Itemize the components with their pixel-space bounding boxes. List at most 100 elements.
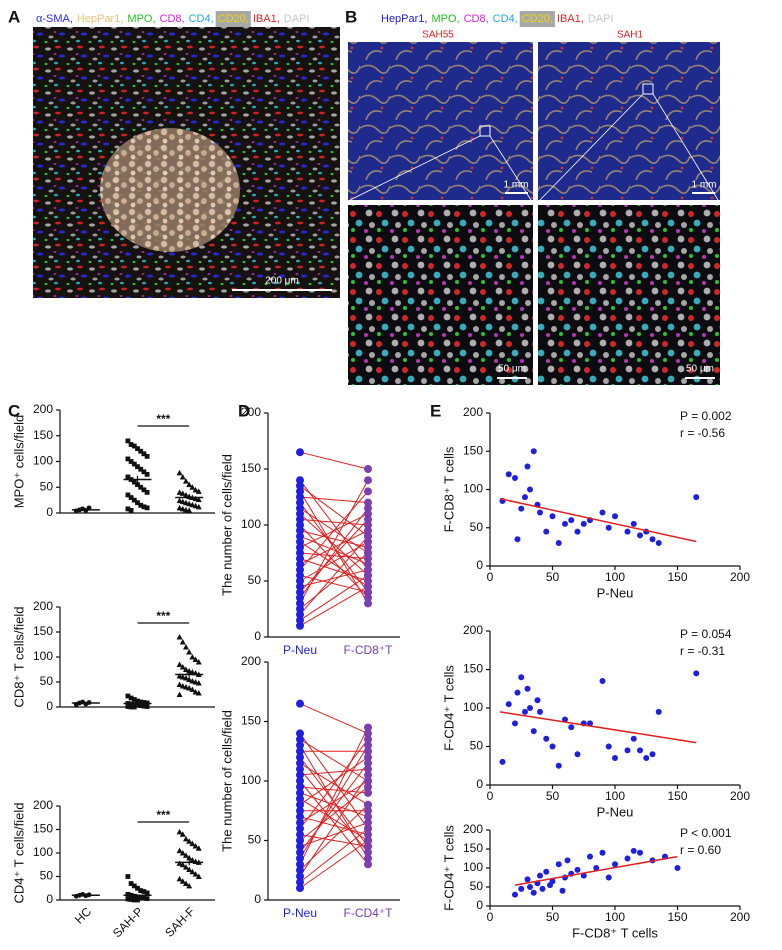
dot: [649, 751, 656, 758]
dot: [125, 693, 131, 699]
overview-micrograph: [348, 42, 533, 200]
dot: [364, 599, 372, 608]
dot: [179, 831, 186, 837]
dot: [135, 464, 140, 470]
dot: [693, 494, 700, 501]
dot: [189, 868, 196, 875]
dot: [693, 670, 700, 677]
dot: [296, 537, 304, 546]
significance-label: ***: [156, 609, 170, 623]
y-tick-label: 100: [463, 482, 483, 496]
dot: [189, 686, 196, 692]
dot: [179, 861, 186, 868]
dot: [189, 484, 196, 490]
dot: [182, 864, 189, 870]
pair-line: [299, 768, 369, 776]
y-axis-label: F-CD4⁺ T cells: [441, 665, 456, 751]
dot: [144, 453, 150, 459]
dot: [296, 800, 304, 809]
dot: [186, 882, 193, 889]
dot: [182, 499, 189, 506]
dot: [186, 500, 193, 507]
dot: [364, 532, 372, 541]
dot: [364, 747, 372, 756]
pair-line: [299, 574, 369, 593]
dot: [612, 513, 618, 520]
dot: [141, 469, 147, 475]
dot: [514, 689, 521, 696]
stat-annotation: r = 0.60: [680, 843, 721, 857]
dot: [144, 490, 150, 495]
dot: [364, 509, 372, 518]
dot: [364, 521, 372, 529]
dot: [605, 743, 612, 750]
dot: [296, 599, 304, 608]
dot: [534, 697, 541, 704]
dot: [574, 751, 581, 758]
legend-item: IBA1,: [253, 13, 280, 25]
x-tick-label: 50: [546, 910, 560, 924]
dot: [364, 588, 372, 597]
dot: [364, 753, 372, 762]
x-tick-label: 100: [605, 570, 625, 584]
dot: [296, 487, 304, 496]
legend-item: MPO,: [431, 13, 459, 25]
dot: [131, 704, 137, 710]
dot: [364, 830, 372, 839]
sample-label: SAH55: [422, 30, 454, 41]
dot: [296, 515, 304, 524]
dot: [555, 861, 562, 868]
dot: [189, 857, 196, 863]
y-tick-label: 100: [33, 649, 53, 663]
dot: [296, 549, 304, 557]
dot: [296, 812, 304, 821]
dot: [125, 896, 131, 902]
dot: [543, 868, 550, 875]
dot: [141, 451, 147, 457]
regression-line: [499, 711, 697, 744]
y-tick-label: 50: [470, 879, 484, 893]
dot: [195, 845, 202, 851]
y-tick-label: 50: [40, 479, 54, 493]
dot: [131, 893, 137, 899]
dot: [364, 771, 372, 780]
dot: [186, 685, 193, 691]
y-tick-label: 100: [241, 773, 261, 787]
dot: [182, 675, 189, 681]
dot: [518, 885, 525, 892]
x-tick-label: 50: [546, 570, 560, 584]
dot: [364, 515, 372, 524]
pair-line: [299, 451, 369, 470]
dot: [364, 777, 372, 785]
dot: [624, 747, 631, 754]
dot: [138, 895, 144, 901]
panel-label: D: [238, 401, 250, 420]
x-tick-label: SAH-F: [162, 904, 197, 939]
dot: [296, 842, 304, 851]
dot: [296, 554, 304, 563]
y-axis-label: The number of cells/field: [219, 454, 234, 596]
pair-line: [299, 541, 369, 588]
dot: [186, 866, 193, 872]
dot: [587, 853, 593, 860]
dot: [189, 654, 196, 660]
dot: [176, 681, 183, 687]
y-tick-label: 100: [241, 517, 261, 531]
significance-label: ***: [156, 808, 170, 822]
y-tick-label: 150: [33, 428, 53, 442]
dot: [518, 505, 525, 512]
dot: [296, 565, 304, 574]
dot: [182, 835, 189, 842]
dot: [186, 854, 193, 861]
dot: [296, 872, 304, 881]
dot: [296, 830, 304, 839]
dot: [125, 704, 131, 709]
y-tick-label: 200: [33, 599, 53, 613]
pair-line: [299, 786, 369, 841]
y-tick-label: 100: [463, 860, 483, 874]
y-axis-label: F-CD8⁺ T cells: [441, 446, 456, 532]
dot: [179, 473, 186, 480]
dot: [296, 560, 304, 569]
pair-line: [299, 558, 369, 582]
dot: [141, 889, 147, 894]
